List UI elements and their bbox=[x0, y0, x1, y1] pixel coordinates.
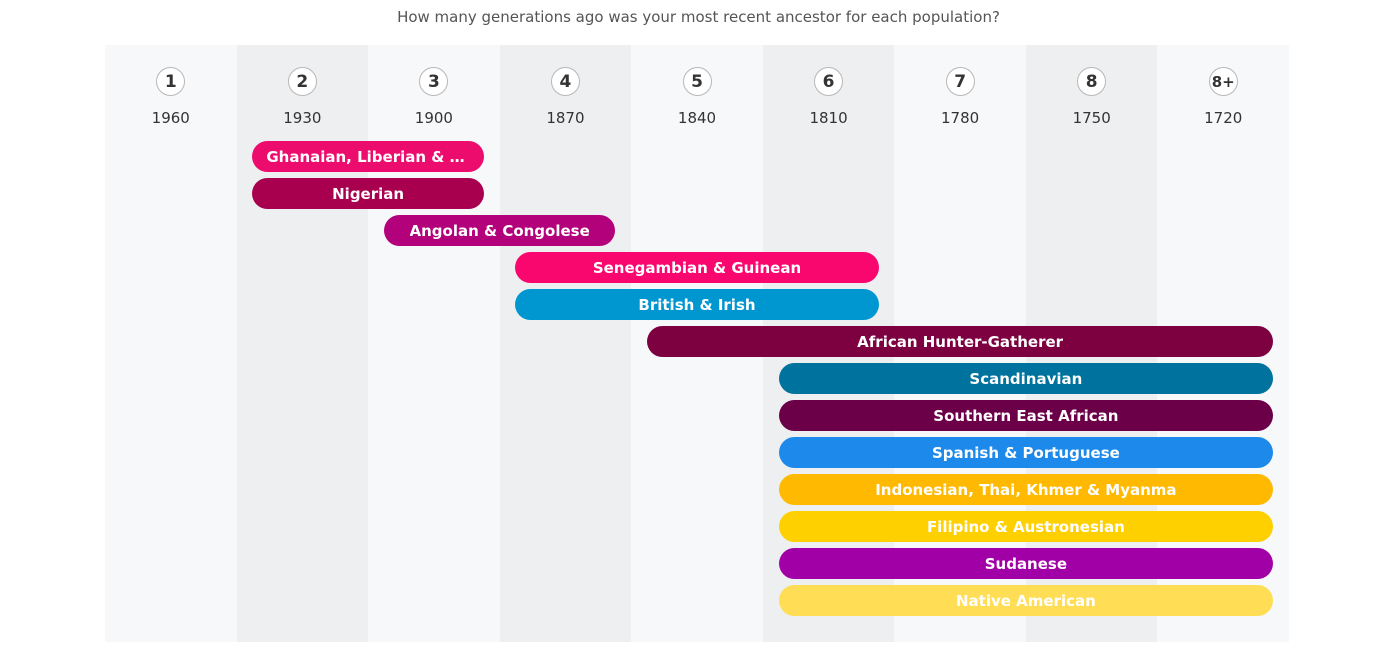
population-bar-label: Angolan & Congolese bbox=[409, 221, 590, 240]
population-bar[interactable]: Sudanese bbox=[778, 548, 1274, 579]
population-bar-label: Sudanese bbox=[984, 554, 1068, 573]
population-bar[interactable]: Native American bbox=[778, 585, 1274, 616]
generation-number-badge: 7 bbox=[945, 67, 975, 96]
year-tick-label: 1960 bbox=[151, 109, 190, 127]
population-bar-label: Nigerian bbox=[332, 184, 405, 203]
population-bar[interactable]: Angolan & Congolese bbox=[383, 215, 616, 246]
population-bar-label: Indonesian, Thai, Khmer & Myanma bbox=[875, 480, 1177, 499]
year-tick-label: 1750 bbox=[1072, 109, 1111, 127]
population-bar[interactable]: Scandinavian bbox=[778, 363, 1274, 394]
population-bar[interactable]: Spanish & Portuguese bbox=[778, 437, 1274, 468]
year-tick-label: 1870 bbox=[546, 109, 585, 127]
year-tick-label: 1780 bbox=[941, 109, 980, 127]
population-bar-label: Spanish & Portuguese bbox=[931, 443, 1120, 462]
year-tick-label: 1810 bbox=[809, 109, 848, 127]
year-tick-label: 1840 bbox=[677, 109, 717, 127]
population-bar[interactable]: Nigerian bbox=[252, 178, 484, 209]
timeline-chart: 1 1960 2 1930 3 1900 4 1870 5 1840 6 1810 7 1780 8 1750… bbox=[105, 45, 1289, 642]
population-bar[interactable]: Southern East African bbox=[778, 400, 1274, 431]
generation-number-badge: 6 bbox=[814, 67, 844, 96]
generation-number-badge: 4 bbox=[550, 67, 580, 96]
generation-number-badge: 5 bbox=[682, 67, 712, 96]
population-bar-label: British & Irish bbox=[638, 295, 756, 314]
generation-number-badge: 8+ bbox=[1208, 67, 1238, 96]
population-bar[interactable]: British & Irish bbox=[515, 289, 879, 320]
population-bar-label: Senegambian & Guinean bbox=[592, 258, 802, 277]
population-bar-label: Ghanaian, Liberian & Sierra Leon… bbox=[266, 147, 470, 166]
year-tick-label: 1720 bbox=[1204, 109, 1243, 127]
population-bar-label: Native American bbox=[955, 591, 1096, 610]
population-bar-label: Scandinavian bbox=[969, 369, 1083, 388]
population-bar[interactable]: Senegambian & Guinean bbox=[515, 252, 879, 283]
generation-column bbox=[499, 45, 632, 642]
population-bar-label: African Hunter-Gatherer bbox=[857, 332, 1064, 351]
population-bar-label: Filipino & Austronesian bbox=[926, 517, 1125, 536]
population-bar[interactable]: Ghanaian, Liberian & Sierra Leon… bbox=[252, 141, 484, 172]
generation-column bbox=[105, 45, 237, 642]
year-tick-label: 1930 bbox=[283, 109, 322, 127]
year-tick-label: 1900 bbox=[414, 109, 453, 127]
generation-number-badge: 2 bbox=[287, 67, 317, 96]
population-bar[interactable]: Filipino & Austronesian bbox=[778, 511, 1274, 542]
chart-title: How many generations ago was your most r… bbox=[397, 8, 1000, 26]
population-bar[interactable]: African Hunter-Gatherer bbox=[647, 326, 1274, 357]
generation-number-badge: 3 bbox=[419, 67, 449, 96]
generation-column bbox=[236, 45, 369, 642]
generation-number-badge: 8 bbox=[1077, 67, 1107, 96]
population-bar[interactable]: Indonesian, Thai, Khmer & Myanma bbox=[778, 474, 1274, 505]
population-bar-label: Southern East African bbox=[933, 406, 1119, 425]
generation-column bbox=[368, 45, 500, 642]
generation-number-badge: 1 bbox=[156, 67, 186, 96]
